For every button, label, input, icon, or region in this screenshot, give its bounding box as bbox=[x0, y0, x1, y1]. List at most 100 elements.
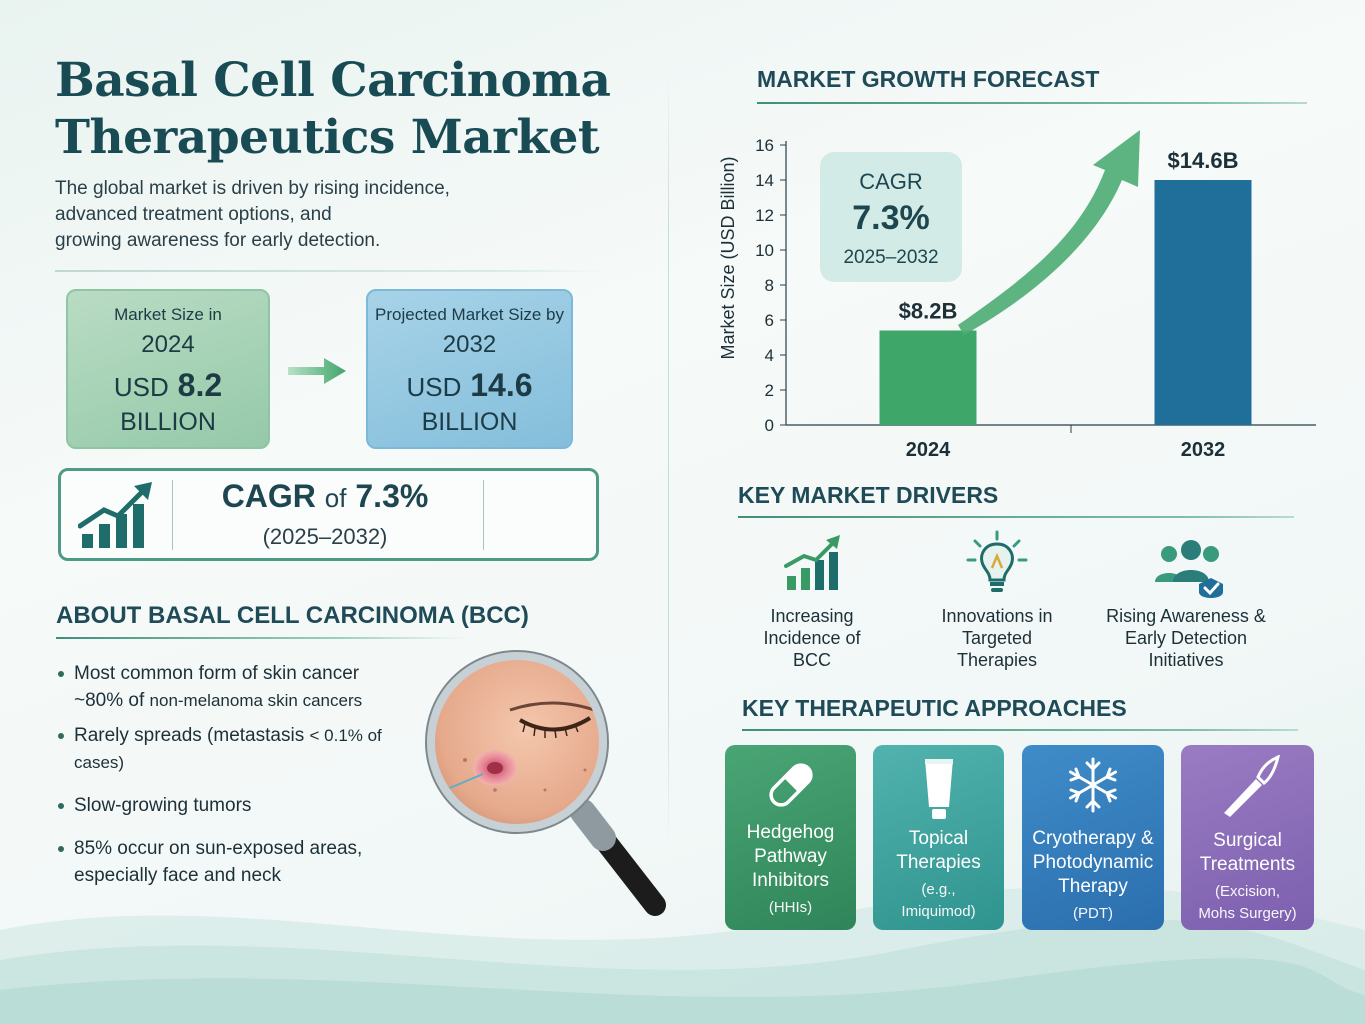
card-value: USD 8.2 bbox=[68, 367, 268, 404]
chart-y-tick-label: 10 bbox=[755, 241, 774, 260]
list-item: Slow-growing tumors bbox=[56, 792, 436, 819]
chart-y-tick-label: 4 bbox=[765, 346, 774, 365]
driver-line: Initiatives bbox=[1148, 650, 1224, 670]
cagr-prefix: CAGR bbox=[221, 478, 316, 514]
about-bullet-list: Most common form of skin cancer ~80% of … bbox=[56, 660, 436, 889]
chart-y-tick-label: 0 bbox=[765, 416, 774, 435]
drivers-heading-underline bbox=[738, 516, 1294, 518]
driver-line: Innovations in bbox=[941, 606, 1053, 626]
snowflake-icon bbox=[1069, 757, 1117, 813]
bullet-text: Slow-growing tumors bbox=[74, 795, 252, 816]
tile-name-line: Cryotherapy & bbox=[1032, 828, 1154, 849]
subtitle-line-1: The global market is driven by rising in… bbox=[55, 178, 450, 199]
tile-name: Surgical Treatments bbox=[1181, 829, 1314, 877]
chart-y-axis-label: Market Size (USD Billion) bbox=[718, 156, 738, 359]
driver-line: Targeted bbox=[961, 628, 1033, 648]
card-unit: BILLION bbox=[421, 408, 518, 436]
growth-chart-icon bbox=[78, 482, 152, 548]
cagr-separator bbox=[172, 480, 173, 550]
driver-item-incidence: Increasing Incidence of BCC bbox=[742, 605, 882, 671]
bar-growth-icon bbox=[784, 535, 840, 590]
bullet-text: Most common form of skin cancer bbox=[74, 663, 360, 684]
tile-name-line: Pathway bbox=[754, 846, 827, 867]
driver-line: Early Detection bbox=[1124, 628, 1248, 648]
card-label: Market Size in bbox=[114, 305, 222, 324]
cagr-of: of bbox=[324, 483, 347, 513]
market-size-2032-card: Projected Market Size by 2032 USD 14.6 B… bbox=[366, 289, 573, 449]
approaches-heading-underline bbox=[742, 729, 1298, 731]
tile-name-line: Therapy bbox=[1058, 876, 1128, 897]
approach-tile-topical: Topical Therapies (e.g., Imiquimod) bbox=[873, 745, 1004, 930]
card-year: 2024 bbox=[141, 331, 195, 358]
subtitle-line-3: growing awareness for early detection. bbox=[55, 230, 381, 251]
driver-line: Rising Awareness & bbox=[1106, 606, 1266, 626]
card-label: Projected Market Size by bbox=[375, 305, 564, 324]
bullet-sub: < 0.1% of cases) bbox=[74, 726, 382, 772]
driver-line: BCC bbox=[792, 650, 831, 670]
tile-sub-line: Imiquimod) bbox=[901, 903, 976, 920]
driver-item-innovations: Innovations in Targeted Therapies bbox=[927, 605, 1067, 671]
driver-line: Therapies bbox=[956, 650, 1038, 670]
chart-y-tick-label: 16 bbox=[755, 136, 774, 155]
card-amount: 14.6 bbox=[470, 367, 533, 403]
subtitle: The global market is driven by rising in… bbox=[55, 176, 535, 254]
approach-tile-surgical: Surgical Treatments (Excision, Mohs Surg… bbox=[1181, 745, 1314, 930]
tile-name: Cryotherapy & Photodynamic Therapy bbox=[1022, 827, 1164, 899]
tile-name-line: Topical bbox=[908, 828, 969, 849]
forecast-heading: MARKET GROWTH FORECAST bbox=[757, 66, 1100, 92]
people-shield-icon bbox=[1155, 540, 1223, 598]
page-title: Basal Cell Carcinoma Therapeutics Market bbox=[55, 52, 635, 166]
tile-name: Hedgehog Pathway Inhibitors bbox=[725, 821, 856, 893]
scalpel-icon bbox=[1223, 755, 1280, 817]
tile-name-line: Treatments bbox=[1199, 854, 1296, 875]
list-item: 85% occur on sun-exposed areas, especial… bbox=[56, 835, 436, 889]
chart-x-tick-label: 2024 bbox=[906, 439, 951, 461]
card-currency: USD bbox=[406, 372, 462, 402]
bullet-sub: non-melanoma skin cancers bbox=[149, 691, 363, 710]
chart-y-tick-label: 6 bbox=[765, 311, 774, 330]
chart-data-label: $8.2B bbox=[899, 299, 958, 324]
drivers-heading: KEY MARKET DRIVERS bbox=[738, 482, 999, 508]
bullet-sub-prefix: ~80% of bbox=[74, 690, 145, 711]
chart-y-tick-label: 14 bbox=[755, 171, 774, 190]
approach-tile-cryotherapy: Cryotherapy & Photodynamic Therapy (PDT) bbox=[1022, 745, 1164, 930]
about-heading: ABOUT BASAL CELL CARCINOMA (BCC) bbox=[56, 602, 529, 629]
tile-name-line: Surgical bbox=[1213, 830, 1282, 851]
title-line-1: Basal Cell Carcinoma bbox=[55, 53, 611, 108]
driver-item-awareness: Rising Awareness & Early Detection Initi… bbox=[1096, 605, 1276, 671]
cagr-headline: CAGR of 7.3% bbox=[180, 478, 470, 515]
column-divider bbox=[668, 70, 669, 850]
pill-icon bbox=[768, 763, 813, 807]
tile-sub: (HHIs) bbox=[768, 899, 813, 916]
card-amount: 8.2 bbox=[177, 367, 223, 403]
chart-data-label: $14.6B bbox=[1168, 148, 1239, 173]
tile-name-line: Inhibitors bbox=[751, 870, 830, 891]
lightbulb-icon bbox=[966, 530, 1028, 592]
tile-sub-line: (e.g., bbox=[921, 881, 956, 898]
driver-line: Increasing bbox=[770, 606, 854, 626]
cagr-badge bbox=[820, 152, 962, 282]
list-item: Most common form of skin cancer ~80% of … bbox=[56, 660, 436, 714]
market-size-2024-card: Market Size in 2024 USD 8.2 BILLION bbox=[66, 289, 270, 449]
tile-sub: (e.g., Imiquimod) bbox=[873, 879, 1004, 923]
cagr-badge-period: 2025–2032 bbox=[843, 247, 938, 268]
tile-name-line: Therapies bbox=[896, 852, 981, 873]
about-heading-underline bbox=[56, 637, 466, 639]
bullet-text: 85% occur on sun-exposed areas, bbox=[74, 838, 363, 859]
bullet-text: Rarely spreads (metastasis bbox=[74, 725, 305, 746]
tile-name: Topical Therapies bbox=[873, 827, 1004, 875]
chart-bar-2032 bbox=[1154, 180, 1252, 425]
arrow-right-icon bbox=[288, 358, 346, 384]
chart-y-tick-label: 12 bbox=[755, 206, 774, 225]
chart-x-tick-label: 2032 bbox=[1181, 439, 1226, 461]
chart-bar-2024 bbox=[879, 330, 977, 425]
card-currency: USD bbox=[113, 372, 169, 402]
bullet-text-line2: especially face and neck bbox=[74, 865, 282, 886]
header-divider bbox=[55, 270, 608, 272]
cream-tube-icon bbox=[924, 759, 953, 819]
subtitle-line-2: advanced treatment options, and bbox=[55, 204, 332, 225]
cagr-separator bbox=[483, 480, 484, 550]
card-year: 2032 bbox=[442, 331, 497, 358]
tile-sub: (PDT) bbox=[1073, 905, 1113, 922]
